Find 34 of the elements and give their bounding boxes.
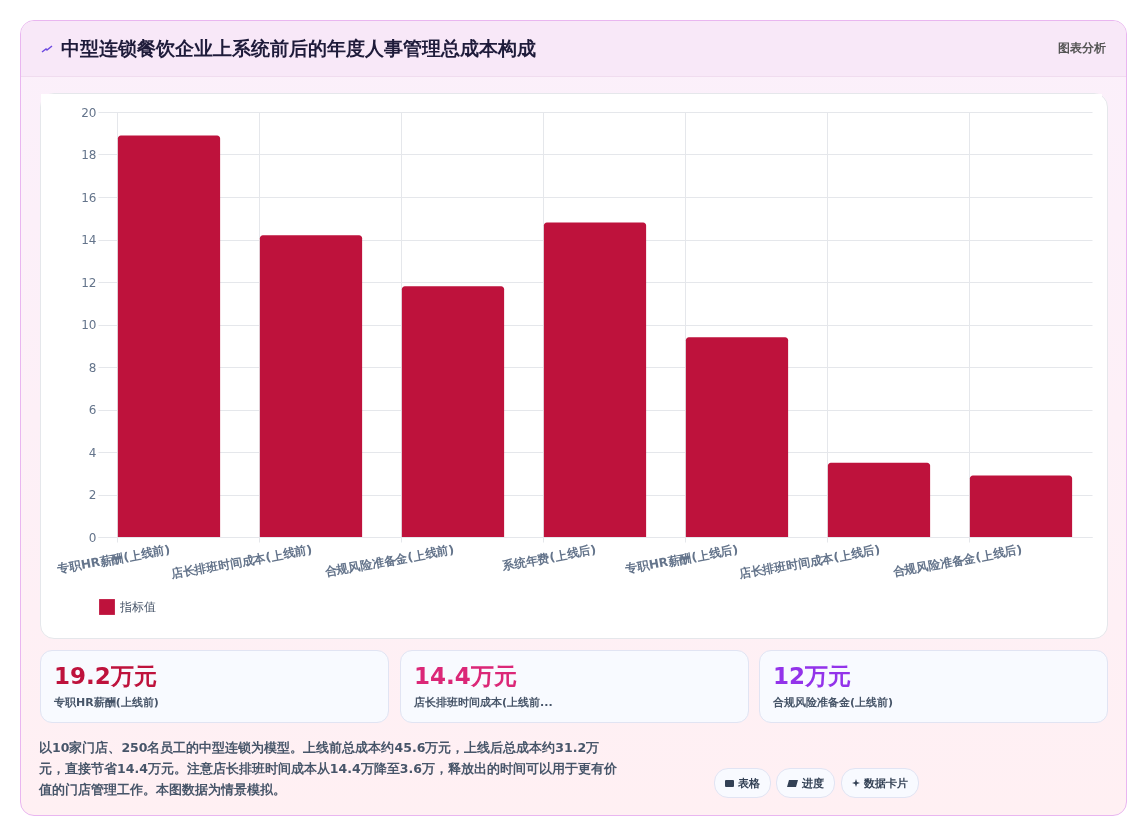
- text: 图表分析: [1058, 40, 1106, 57]
- y-tick-label: 0: [88, 530, 97, 545]
- text: 合规风险准备金(上线前): [773, 695, 894, 710]
- y-tick-label: 12: [81, 275, 97, 290]
- text: 进度: [802, 775, 824, 791]
- y-tick-label: 16: [81, 190, 97, 205]
- bar: [543, 222, 647, 537]
- bar: [827, 462, 931, 537]
- x-tick-label: 系统年费(上线后): [500, 542, 598, 573]
- text: 12万元: [773, 662, 852, 691]
- x-tick-label: 合规风险准备金(上线前): [322, 542, 456, 580]
- legend-label: 指标值: [119, 600, 156, 614]
- y-tick-label: 8: [88, 360, 97, 375]
- text: 专职HR薪酬(上线前): [54, 695, 159, 710]
- bar: [969, 475, 1073, 537]
- bar: [117, 135, 221, 537]
- bar: [259, 235, 363, 537]
- text: 店长排班时间成本(上线前...: [414, 695, 553, 710]
- text: 14.4万元: [414, 662, 517, 691]
- text: 以10家门店、250名员工的中型连锁为模型。上线前总成本约45.6万元，上线后总成本约31.2万元，直接节省14.4万元。注意店长排班时间成本从14.4万降至3.6万，释放出的时间可以用于更有价值的门店管理工作。本图数据为情景模拟。: [39, 739, 618, 799]
- y-tick-label: 10: [81, 318, 97, 332]
- chart-title: 中型连锁餐饮企业上系统前后的年度人事管理总成本构成: [61, 35, 536, 61]
- y-tick-label: 20: [81, 105, 97, 120]
- y-tick-label: 6: [88, 403, 97, 417]
- bar: [685, 337, 789, 537]
- bar: [401, 286, 505, 537]
- y-tick-label: 2: [88, 488, 97, 502]
- text: 表格: [738, 775, 760, 791]
- text: 19.2万元: [54, 662, 157, 691]
- y-tick-label: 14: [81, 233, 97, 247]
- text: 数据卡片: [864, 775, 908, 791]
- y-tick-label: 4: [88, 445, 97, 460]
- x-tick-label: 合规风险准备金(上线后): [890, 542, 1024, 580]
- y-tick-label: 18: [81, 148, 97, 162]
